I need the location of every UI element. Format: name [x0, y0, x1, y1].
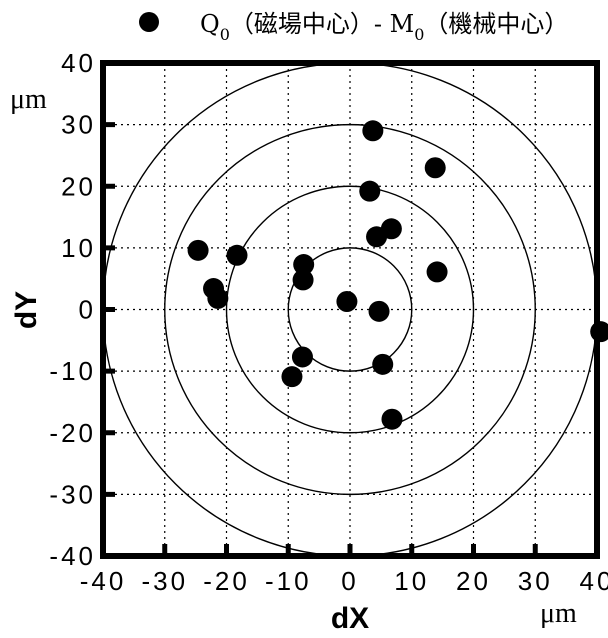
x-tick-label: 30 — [518, 566, 553, 596]
y-tick-label: -30 — [49, 479, 96, 509]
data-point — [426, 261, 448, 283]
y-tick-label: -40 — [49, 541, 96, 571]
data-point — [381, 408, 403, 430]
reference-circles — [103, 63, 597, 556]
x-tick-label: 40 — [580, 566, 608, 596]
data-point — [293, 254, 315, 276]
x-tick-label: -30 — [141, 566, 188, 596]
data-point — [207, 287, 229, 309]
x-unit-label: μm — [540, 598, 577, 629]
data-point — [281, 366, 303, 388]
axis-ticks — [103, 122, 538, 556]
y-tick-label: 10 — [61, 233, 96, 263]
x-tick-labels: -40 -30 -20 -10 0 10 20 30 40 — [80, 566, 608, 596]
y-axis-title: dY — [10, 291, 43, 329]
y-unit-label: μm — [10, 84, 47, 115]
data-point — [336, 290, 358, 312]
y-tick-label: 40 — [61, 48, 96, 78]
data-point — [380, 218, 402, 240]
y-tick-label: 20 — [61, 171, 96, 201]
data-point — [291, 346, 313, 368]
reference-circle — [164, 123, 536, 496]
data-point — [292, 269, 314, 291]
y-tick-label: -10 — [49, 356, 96, 386]
x-axis-title: dX — [331, 602, 369, 635]
y-tick-label: -20 — [49, 418, 96, 448]
y-tick-label: 0 — [79, 295, 96, 325]
x-tick-label: -40 — [80, 566, 127, 596]
x-tick-label: 20 — [456, 566, 491, 596]
data-point — [362, 120, 384, 142]
data-point — [424, 157, 446, 179]
data-points — [187, 120, 608, 430]
x-tick-label: 0 — [341, 566, 358, 596]
data-point — [187, 239, 209, 261]
reference-circle — [287, 247, 413, 372]
data-point — [590, 321, 608, 343]
legend-marker — [139, 12, 159, 32]
data-point — [372, 353, 394, 375]
x-tick-label: -10 — [265, 566, 312, 596]
reference-circle — [225, 185, 475, 434]
x-tick-label: 10 — [394, 566, 429, 596]
data-point — [226, 244, 248, 266]
legend-label: Q0（磁場中心）- M0（機械中心） — [200, 10, 568, 44]
y-tick-labels: -40 -30 -20 -10 0 10 20 30 40 — [49, 48, 96, 571]
y-tick-label: 30 — [61, 110, 96, 140]
data-point — [368, 300, 390, 322]
data-point — [359, 180, 381, 202]
legend: Q0（磁場中心）- M0（機械中心） — [139, 10, 568, 44]
x-tick-label: -20 — [203, 566, 250, 596]
